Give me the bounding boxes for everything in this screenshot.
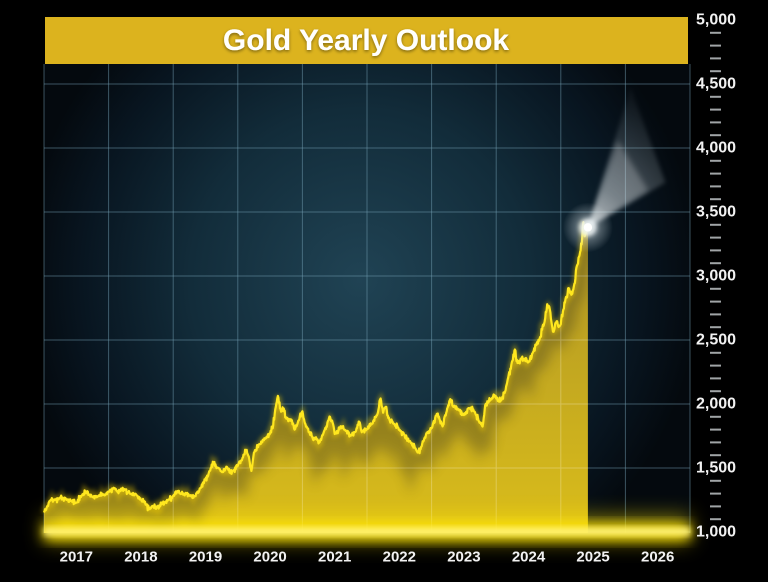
y-axis-label-3500: 3,500	[696, 204, 736, 221]
y-axis-label-2000: 2,000	[696, 396, 736, 413]
x-axis-label-2018: 2018	[124, 549, 157, 566]
x-axis-label-2022: 2022	[383, 549, 416, 566]
x-axis-label-2024: 2024	[512, 549, 546, 566]
x-axis-label-2026: 2026	[641, 549, 674, 566]
x-axis: 2017 2018 2019 2020 2021 2022 2023 2024 2025 2026	[60, 549, 675, 566]
y-axis-label-1000: 1,000	[696, 524, 736, 541]
y-axis-label-5000: 5,000	[696, 12, 736, 29]
title-banner-group: Gold Yearly Outlook	[45, 17, 688, 64]
y-axis-label-3000: 3,000	[696, 268, 736, 285]
x-axis-label-2023: 2023	[447, 549, 480, 566]
price-line	[41, 221, 591, 518]
x-axis-label-2017: 2017	[60, 549, 93, 566]
y-axis: 5,000 4,500 4,000 3,500 3,000 2,500 2,000 1,500…	[696, 12, 736, 541]
projection-fan	[587, 87, 666, 228]
x-axis-label-2021: 2021	[318, 549, 351, 566]
chart-title: Gold Yearly Outlook	[223, 24, 510, 57]
x-axis-label-2020: 2020	[253, 549, 286, 566]
y-axis-label-4500: 4,500	[696, 76, 736, 93]
y-axis-label-2500: 2,500	[696, 332, 736, 349]
x-axis-label-2019: 2019	[189, 549, 222, 566]
title-banner	[45, 17, 688, 64]
x-axis-label-2025: 2025	[576, 549, 609, 566]
bottom-glow	[44, 516, 690, 542]
endpoint-glow	[562, 202, 613, 253]
y-axis-label-4000: 4,000	[696, 140, 736, 157]
y-axis-label-1500: 1,500	[696, 460, 736, 477]
